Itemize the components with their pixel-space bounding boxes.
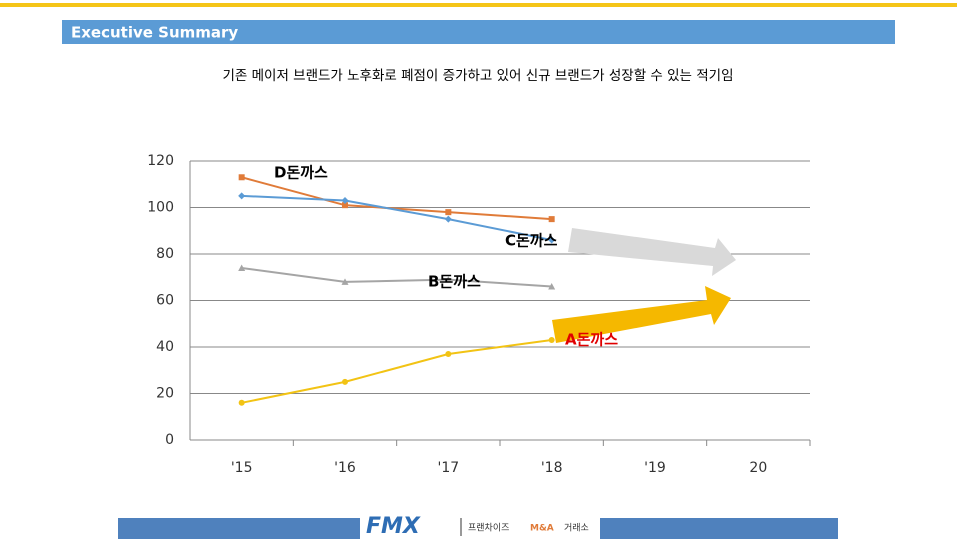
marker	[548, 283, 556, 290]
series-labels: D돈까스 C돈까스 B돈까스 A돈까스	[274, 164, 618, 349]
trend-arrow-down	[568, 228, 736, 276]
chart-title: 기존 메이저 브랜드가 노후화로 폐점이 증가하고 있어 신규 브랜드가 성장할…	[222, 68, 733, 84]
marker	[238, 264, 246, 271]
series-label: C돈까스	[505, 232, 558, 250]
y-tick-label: 20	[156, 386, 174, 402]
marker	[548, 236, 556, 244]
series-label: B돈까스	[428, 273, 481, 291]
footer-tagline-2: M&A	[530, 524, 554, 534]
x-tick-label: '18	[541, 460, 563, 476]
footer-tagline-3: 거래소	[564, 523, 589, 534]
marker	[548, 216, 555, 223]
marker	[342, 202, 348, 209]
y-tick-label: 80	[156, 246, 174, 262]
top-rule	[0, 3, 957, 7]
y-tick-label: 100	[147, 200, 174, 216]
series-label: A돈까스	[565, 331, 618, 349]
marker	[341, 278, 349, 285]
trend-arrow-up	[552, 286, 731, 343]
x-tick-label: '16	[334, 460, 356, 476]
footer-logo: FMX	[366, 514, 421, 539]
series-label: D돈까스	[274, 164, 328, 182]
series-line	[241, 339, 552, 404]
marker	[341, 197, 349, 205]
series-line	[241, 176, 552, 221]
x-tick-label: '19	[644, 460, 666, 476]
header-bar	[62, 20, 895, 44]
x-tick-label: '17	[437, 460, 459, 476]
footer-bar-right	[600, 518, 838, 539]
footer-bar-left	[118, 518, 360, 539]
y-tick-label: 0	[165, 432, 174, 448]
y-tick-label: 120	[147, 153, 174, 169]
marker	[444, 276, 452, 283]
y-tick-label: 40	[156, 339, 174, 355]
marker	[342, 378, 348, 385]
marker	[445, 209, 452, 216]
marker	[445, 350, 452, 357]
header-title: Executive Summary	[71, 24, 238, 42]
x-tick-label: '15	[231, 460, 253, 476]
marker	[238, 192, 246, 200]
marker	[238, 399, 245, 406]
series-line	[241, 194, 552, 242]
plot: 0 20 40 60 80 100 120 '15 '16 '17 '18 '19 20	[147, 153, 811, 476]
marker	[238, 174, 245, 181]
series-line	[241, 266, 552, 288]
y-tick-label: 60	[156, 293, 174, 309]
x-tick-label: 20	[749, 460, 767, 476]
footer-tagline-1: 프랜차이즈	[468, 522, 509, 534]
marker	[548, 337, 555, 344]
marker	[444, 215, 452, 223]
